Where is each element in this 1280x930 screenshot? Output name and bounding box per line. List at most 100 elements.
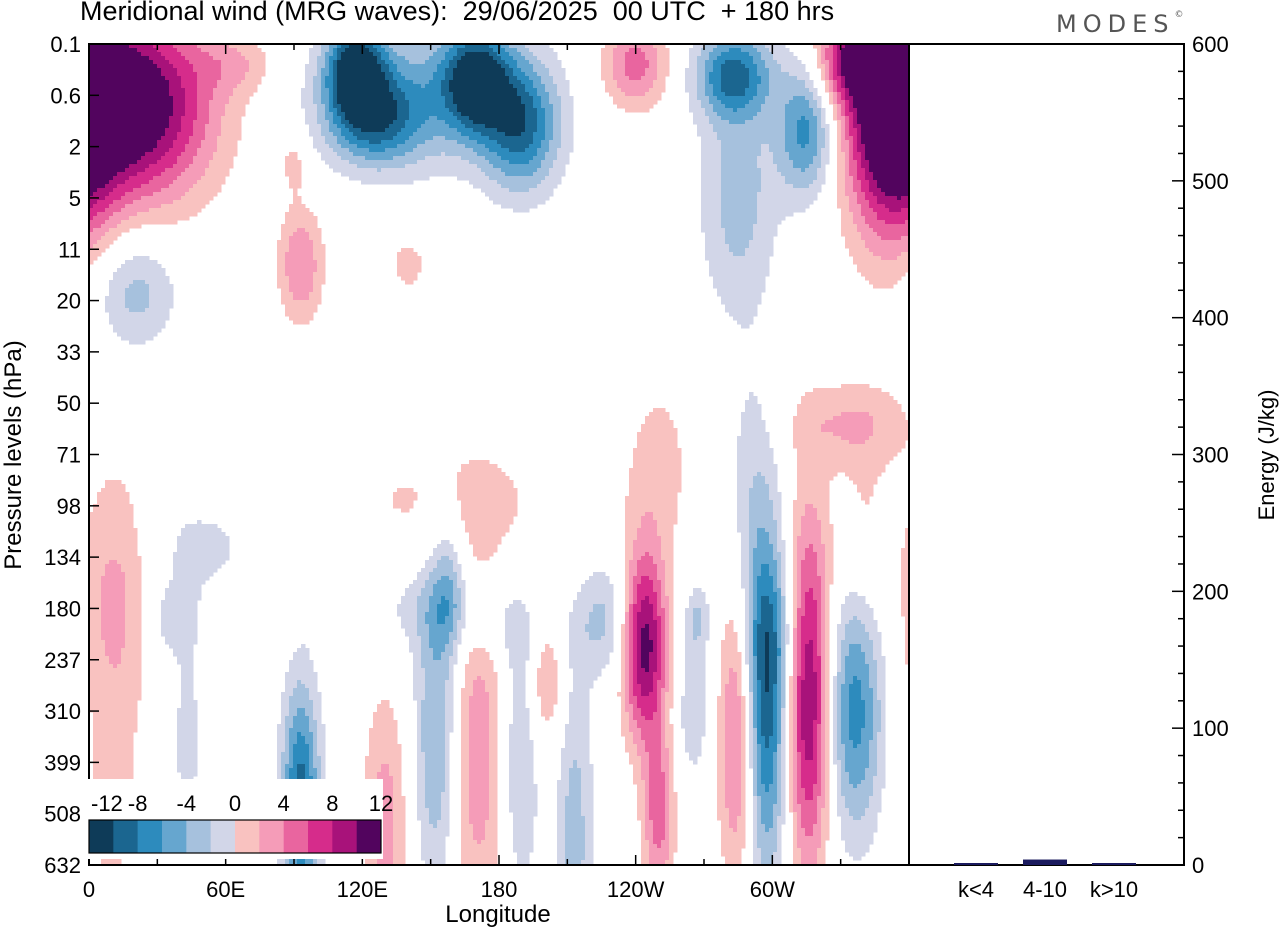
contour-cell [469,708,490,713]
contour-cell [105,196,122,201]
contour-cell [625,668,630,673]
contour-cell [541,652,554,657]
contour-cell [457,48,494,53]
contour-cell [721,184,762,189]
contour-cell [513,720,530,725]
contour-cell [849,688,862,693]
contour-cell [461,704,470,709]
contour-cell [553,164,566,169]
contour-cell [861,132,909,137]
contour-cell [797,136,810,141]
contour-cell [505,640,530,645]
contour-cell [333,116,342,121]
contour-cell [877,676,886,681]
contour-cell [753,600,758,605]
contour-cell [373,804,394,809]
contour-cell [297,772,306,777]
contour-cell [701,180,722,185]
contour-cell [837,80,842,85]
contour-cell [417,720,422,725]
contour-cell [753,808,758,813]
contour-cell [809,184,822,189]
contour-cell [761,700,774,705]
contour-cell [837,184,846,189]
contour-cell [753,784,758,789]
contour-cell [281,768,286,773]
contour-cell [661,544,674,549]
contour-cell [445,620,454,625]
contour-cell [369,736,398,741]
contour-cell [629,468,682,473]
contour-cell [821,648,826,653]
contour-cell [425,764,446,769]
contour-cell [765,680,770,685]
contour-cell [321,68,330,73]
contour-cell [165,596,202,601]
contour-cell [429,808,442,813]
contour-cell [749,760,754,765]
contour-cell [837,748,846,753]
contour-cell [573,668,602,673]
contour-cell [161,204,206,209]
contour-cell [625,60,650,65]
contour-cell [817,704,822,709]
contour-cell [721,196,758,201]
contour-cell [821,688,826,693]
contour-cell [701,224,722,229]
contour-cell [793,624,798,629]
contour-cell [321,48,330,53]
contour-cell [625,684,630,689]
contour-cell [397,132,414,137]
contour-cell [821,160,830,165]
contour-cell [433,136,446,141]
contour-cell [649,796,666,801]
contour-cell [725,792,742,797]
contour-cell [453,652,458,657]
contour-cell [777,716,782,721]
contour-cell [353,124,390,129]
contour-cell [773,628,778,633]
contour-cell [837,92,842,97]
contour-cell [701,228,726,233]
contour-cell [801,144,806,149]
contour-cell [777,648,782,653]
contour-cell [825,600,830,605]
contour-cell [789,792,794,797]
contour-cell [669,628,674,633]
contour-cell [749,640,754,645]
contour-cell [817,640,822,645]
contour-cell [777,656,782,661]
contour-cell [617,80,654,85]
contour-cell [245,72,266,77]
contour-cell [277,740,286,745]
contour-cell [857,264,909,269]
contour-cell [89,548,138,553]
contour-cell [769,688,774,693]
contour-cell [105,232,122,237]
contour-cell [757,832,778,837]
contour-cell [761,756,774,761]
contour-cell [89,680,142,685]
contour-cell [469,792,490,797]
contour-cell [101,600,126,605]
contour-cell [201,48,238,53]
contour-cell [809,88,818,93]
contour-cell [793,164,810,169]
contour-cell [901,552,909,557]
contour-cell [781,668,786,673]
contour-cell [537,676,558,681]
contour-cell [837,104,842,109]
contour-cell [317,116,326,121]
contour-cell [221,68,250,73]
contour-cell [649,756,662,761]
contour-cell [761,692,774,697]
contour-cell [837,156,846,161]
contour-cell [837,804,846,809]
contour-cell [837,652,842,657]
contour-cell [277,728,286,733]
contour-cell [717,700,726,705]
contour-cell [869,676,878,681]
contour-cell [793,508,806,513]
contour-cell [801,656,806,661]
contour-cell [841,60,909,65]
